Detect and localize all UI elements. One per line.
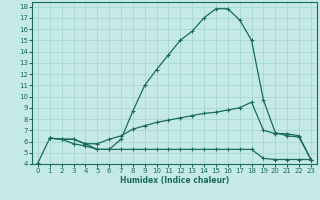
X-axis label: Humidex (Indice chaleur): Humidex (Indice chaleur) xyxy=(120,176,229,185)
